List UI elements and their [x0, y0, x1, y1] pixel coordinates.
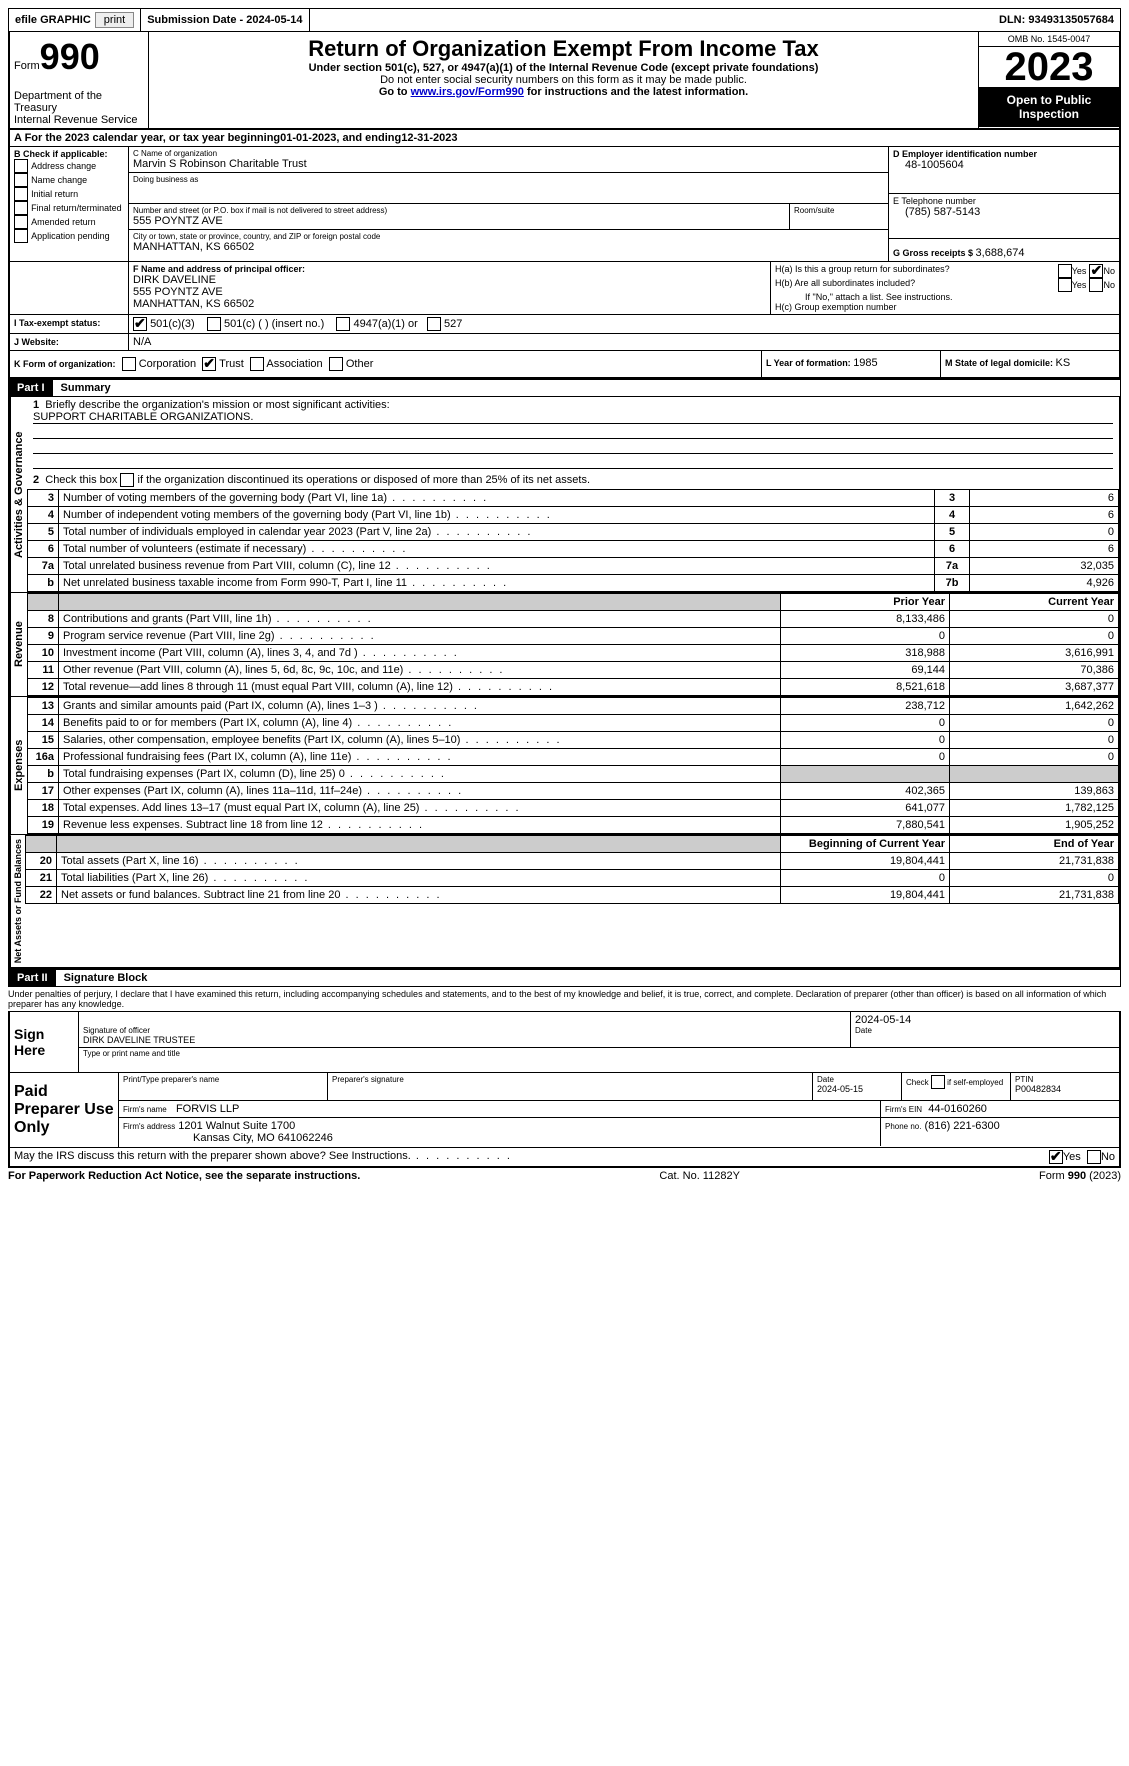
chk-address-change[interactable] [14, 159, 28, 173]
officer-cell: F Name and address of principal officer:… [129, 262, 771, 314]
chk-ha-yes[interactable] [1058, 264, 1072, 278]
website-value: N/A [129, 334, 1119, 350]
chk-other[interactable] [329, 357, 343, 371]
form-org-cell: K Form of organization: Corporation Trus… [10, 351, 762, 377]
rev-table: Prior YearCurrent Year8Contributions and… [27, 593, 1119, 696]
chk-initial-return[interactable] [14, 187, 28, 201]
tax-year-line: A For the 2023 calendar year, or tax yea… [8, 130, 1121, 147]
chk-app-pending[interactable] [14, 229, 28, 243]
paid-preparer-label: Paid Preparer Use Only [10, 1073, 119, 1147]
part1-header: Part I Summary [8, 379, 1121, 397]
chk-assoc[interactable] [250, 357, 264, 371]
ein-cell: D Employer identification number 48-1005… [889, 147, 1119, 194]
side-netassets: Net Assets or Fund Balances [10, 835, 25, 967]
street-cell: Number and street (or P.O. box if mail i… [129, 204, 790, 229]
efile-label: efile GRAPHIC print [9, 9, 141, 31]
state-domicile: M State of legal domicile: KS [941, 351, 1119, 377]
chk-501c3[interactable] [133, 317, 147, 331]
website-label: J Website: [14, 337, 59, 347]
sign-here-label: Sign Here [10, 1012, 79, 1072]
page-footer: For Paperwork Reduction Act Notice, see … [8, 1168, 1121, 1182]
exp-table: 13Grants and similar amounts paid (Part … [27, 697, 1119, 834]
chk-corp[interactable] [122, 357, 136, 371]
dba-cell: Doing business as [129, 173, 888, 204]
signature-block: Sign Here Signature of officer DIRK DAVE… [8, 1011, 1121, 1168]
net-table: Beginning of Current YearEnd of Year20To… [25, 835, 1119, 904]
part2-header: Part II Signature Block [8, 969, 1121, 987]
discuss-row: May the IRS discuss this return with the… [10, 1147, 1119, 1166]
side-governance: Activities & Governance [10, 397, 27, 592]
chk-name-change[interactable] [14, 173, 28, 187]
form-title-block: Return of Organization Exempt From Incom… [149, 32, 978, 128]
chk-4947[interactable] [336, 317, 350, 331]
chk-ha-no[interactable] [1089, 264, 1103, 278]
irs-link[interactable]: www.irs.gov/Form990 [411, 86, 524, 98]
chk-final-return[interactable] [14, 201, 28, 215]
print-button[interactable]: print [95, 12, 134, 28]
group-return-cell: H(a) Is this a group return for subordin… [771, 262, 1119, 314]
submission-date: Submission Date - 2024-05-14 [141, 9, 309, 31]
chk-hb-no[interactable] [1089, 278, 1103, 292]
officer-sig-date: 2024-05-14 [855, 1014, 1115, 1026]
gov-table: 3Number of voting members of the governi… [27, 489, 1119, 592]
city-cell: City or town, state or province, country… [129, 230, 888, 255]
chk-self-emp[interactable] [931, 1075, 945, 1089]
side-expenses: Expenses [10, 697, 27, 834]
dln: DLN: 93493135057684 [993, 9, 1120, 31]
mission-block: 1 Briefly describe the organization's mi… [27, 397, 1119, 471]
phone-cell: E Telephone number (785) 587-5143 [889, 194, 1119, 239]
year-block: OMB No. 1545-0047 2023 Open to Public In… [978, 32, 1119, 128]
declaration-text: Under penalties of perjury, I declare th… [8, 987, 1121, 1011]
gross-receipts-cell: G Gross receipts $ 3,688,674 [889, 239, 1119, 261]
chk-trust[interactable] [202, 357, 216, 371]
box-b: B Check if applicable: Address change Na… [10, 147, 129, 261]
tax-status-opts: 501(c)(3) 501(c) ( ) (insert no.) 4947(a… [129, 315, 1119, 333]
chk-hb-yes[interactable] [1058, 278, 1072, 292]
year-formation: L Year of formation: 1985 [762, 351, 941, 377]
tax-status-label: I Tax-exempt status: [10, 315, 129, 333]
room-cell: Room/suite [790, 204, 888, 229]
chk-discuss-no[interactable] [1087, 1150, 1101, 1164]
top-toolbar: efile GRAPHIC print Submission Date - 20… [8, 8, 1121, 32]
side-revenue: Revenue [10, 593, 27, 696]
chk-discontinued[interactable] [120, 473, 134, 487]
chk-amended[interactable] [14, 215, 28, 229]
line2: 2 Check this box if the organization dis… [27, 471, 1119, 489]
chk-501c[interactable] [207, 317, 221, 331]
chk-discuss-yes[interactable] [1049, 1150, 1063, 1164]
org-name-cell: C Name of organization Marvin S Robinson… [129, 147, 888, 173]
form-id-block: Form990 Department of the Treasury Inter… [10, 32, 149, 128]
chk-527[interactable] [427, 317, 441, 331]
